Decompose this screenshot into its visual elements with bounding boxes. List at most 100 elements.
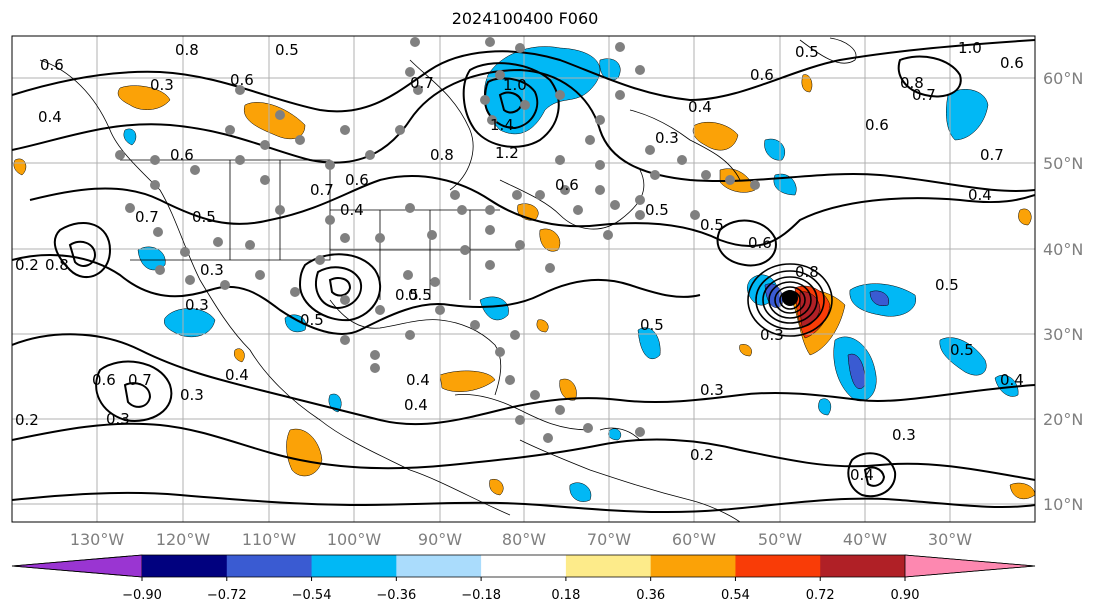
contour-label: 0.5 (935, 276, 959, 294)
contour-label: 0.4 (340, 201, 364, 219)
colorbar-segment (142, 555, 228, 577)
lat-tick-label: 30°N (1043, 325, 1083, 344)
contour-label: 0.4 (406, 371, 430, 389)
colorbar-segment (481, 555, 567, 577)
contour-label: 1.0 (958, 39, 982, 57)
contour-label: 0.3 (655, 129, 679, 147)
lon-tick-label: 130°W (70, 530, 125, 549)
colorbar-tick-label: −0.72 (207, 588, 247, 603)
contour-label: 0.6 (40, 56, 64, 74)
colorbar-extend-high (904, 554, 1036, 578)
contour-label: 0.4 (38, 108, 62, 126)
map-panel: 0.5 0.8 0.6 0.3 0.4 0.6 0.7 1.0 1.4 1.2 … (12, 36, 1035, 522)
colorbar-tick-label: 0.36 (636, 588, 665, 603)
map-frame (11, 35, 1036, 523)
contour-label: 0.2 (690, 446, 714, 464)
lon-tick-label: 70°W (587, 530, 631, 549)
colorbar-segment (735, 555, 821, 577)
contour-label: 0.5 (192, 208, 216, 226)
contour-label: 0.3 (180, 386, 204, 404)
lon-tick-label: 30°W (928, 530, 972, 549)
contour-label: 0.6 (345, 171, 369, 189)
colorbar-tick-label: 0.72 (806, 588, 835, 603)
contour-label: 0.6 (230, 71, 254, 89)
contour-label: 0.5 (640, 316, 664, 334)
lon-tick-label: 80°W (502, 530, 546, 549)
contour-label: 0.5 (275, 41, 299, 59)
colorbar-tick-label: −0.18 (461, 588, 501, 603)
lat-tick-label: 20°N (1043, 410, 1083, 429)
contour-label: 0.4 (688, 98, 712, 116)
contour-label: 0.8 (430, 146, 454, 164)
contour-label: 0.7 (128, 371, 152, 389)
contour-label: 0.2 (15, 256, 39, 274)
colorbar-tick-label: 0.90 (891, 588, 920, 603)
contour-label: 0.3 (892, 426, 916, 444)
contour-label: 0.6 (748, 234, 772, 252)
contour-label: 0.4 (404, 396, 428, 414)
latitude-labels: 60°N 50°N 40°N 30°N 20°N 10°N (1043, 69, 1083, 514)
lon-tick-label: 100°W (327, 530, 382, 549)
lon-tick-label: 110°W (242, 530, 297, 549)
colorbar-tick-label: −0.36 (376, 588, 416, 603)
storm-center-marker (782, 290, 798, 306)
contour-label: 0.6 (865, 116, 889, 134)
contour-label: 0.7 (310, 181, 334, 199)
contour-label: 0.8 (45, 256, 69, 274)
contour-label: 0.5 (795, 43, 819, 61)
contour-label: 0.7 (135, 208, 159, 226)
colorbar-segment (650, 555, 736, 577)
contour-label: 0.5 (300, 311, 324, 329)
colorbar-tick-label: −0.90 (122, 588, 162, 603)
lon-tick-label: 40°W (843, 530, 887, 549)
map-title: 2024100400 F060 (451, 9, 599, 28)
colorbar-segment (311, 555, 397, 577)
lat-tick-label: 40°N (1043, 240, 1083, 259)
contour-label: 1.4 (490, 116, 514, 134)
colorbar-segment (396, 555, 482, 577)
contour-label: 0.7 (410, 74, 434, 92)
colorbar-tick-label: 0.18 (551, 588, 580, 603)
contour-label: 0.7 (912, 86, 936, 104)
contour-label: 0.5 (408, 286, 432, 304)
contour-label: 0.5 (645, 201, 669, 219)
colorbar-segment (565, 555, 652, 577)
colorbar-extend-low (11, 554, 143, 578)
longitude-labels: 130°W 120°W 110°W 100°W 90°W 80°W 70°W 6… (70, 530, 972, 549)
contour-label: 0.4 (1000, 371, 1024, 389)
colorbar-segments (11, 554, 1036, 578)
contour-label: 0.5 (395, 286, 419, 304)
colorbar-tick-label: 0.54 (721, 588, 750, 603)
contour-label: 0.8 (900, 74, 924, 92)
contour-label: 0.4 (850, 466, 874, 484)
contour-label: 0.6 (92, 371, 116, 389)
contour-lines (12, 39, 1035, 514)
contour-label: 0.2 (15, 411, 39, 429)
lat-tick-label: 10°N (1043, 495, 1083, 514)
contour-label: 0.6 (1000, 54, 1024, 72)
contour-label: 0.8 (795, 263, 819, 281)
contour-label: 0.6 (170, 146, 194, 164)
contour-label: 0.3 (106, 410, 130, 428)
colorbar-segment (820, 555, 906, 577)
contour-label: 0.4 (968, 186, 992, 204)
lon-tick-label: 60°W (672, 530, 716, 549)
lon-tick-label: 90°W (418, 530, 462, 549)
colorbar: −0.90 −0.72 −0.54 −0.36 −0.18 0.18 0.36 0.54 0.7… (11, 554, 1036, 603)
contour-label: 0.3 (150, 76, 174, 94)
contour-label: 1.0 (503, 76, 527, 94)
contour-label: 0.8 (175, 41, 199, 59)
observation-dots (115, 37, 760, 443)
contour-label: 0.6 (750, 66, 774, 84)
contour-label: 0.5 (700, 216, 724, 234)
contour-label: 0.3 (200, 261, 224, 279)
contour-label: 0.4 (225, 366, 249, 384)
colorbar-segment (226, 555, 313, 577)
lon-tick-label: 50°W (758, 530, 802, 549)
contour-label: 0.6 (555, 176, 579, 194)
contour-label: 0.5 (950, 341, 974, 359)
contour-label: 1.2 (495, 144, 519, 162)
lon-tick-label: 120°W (156, 530, 211, 549)
contour-label: 0.3 (185, 296, 209, 314)
